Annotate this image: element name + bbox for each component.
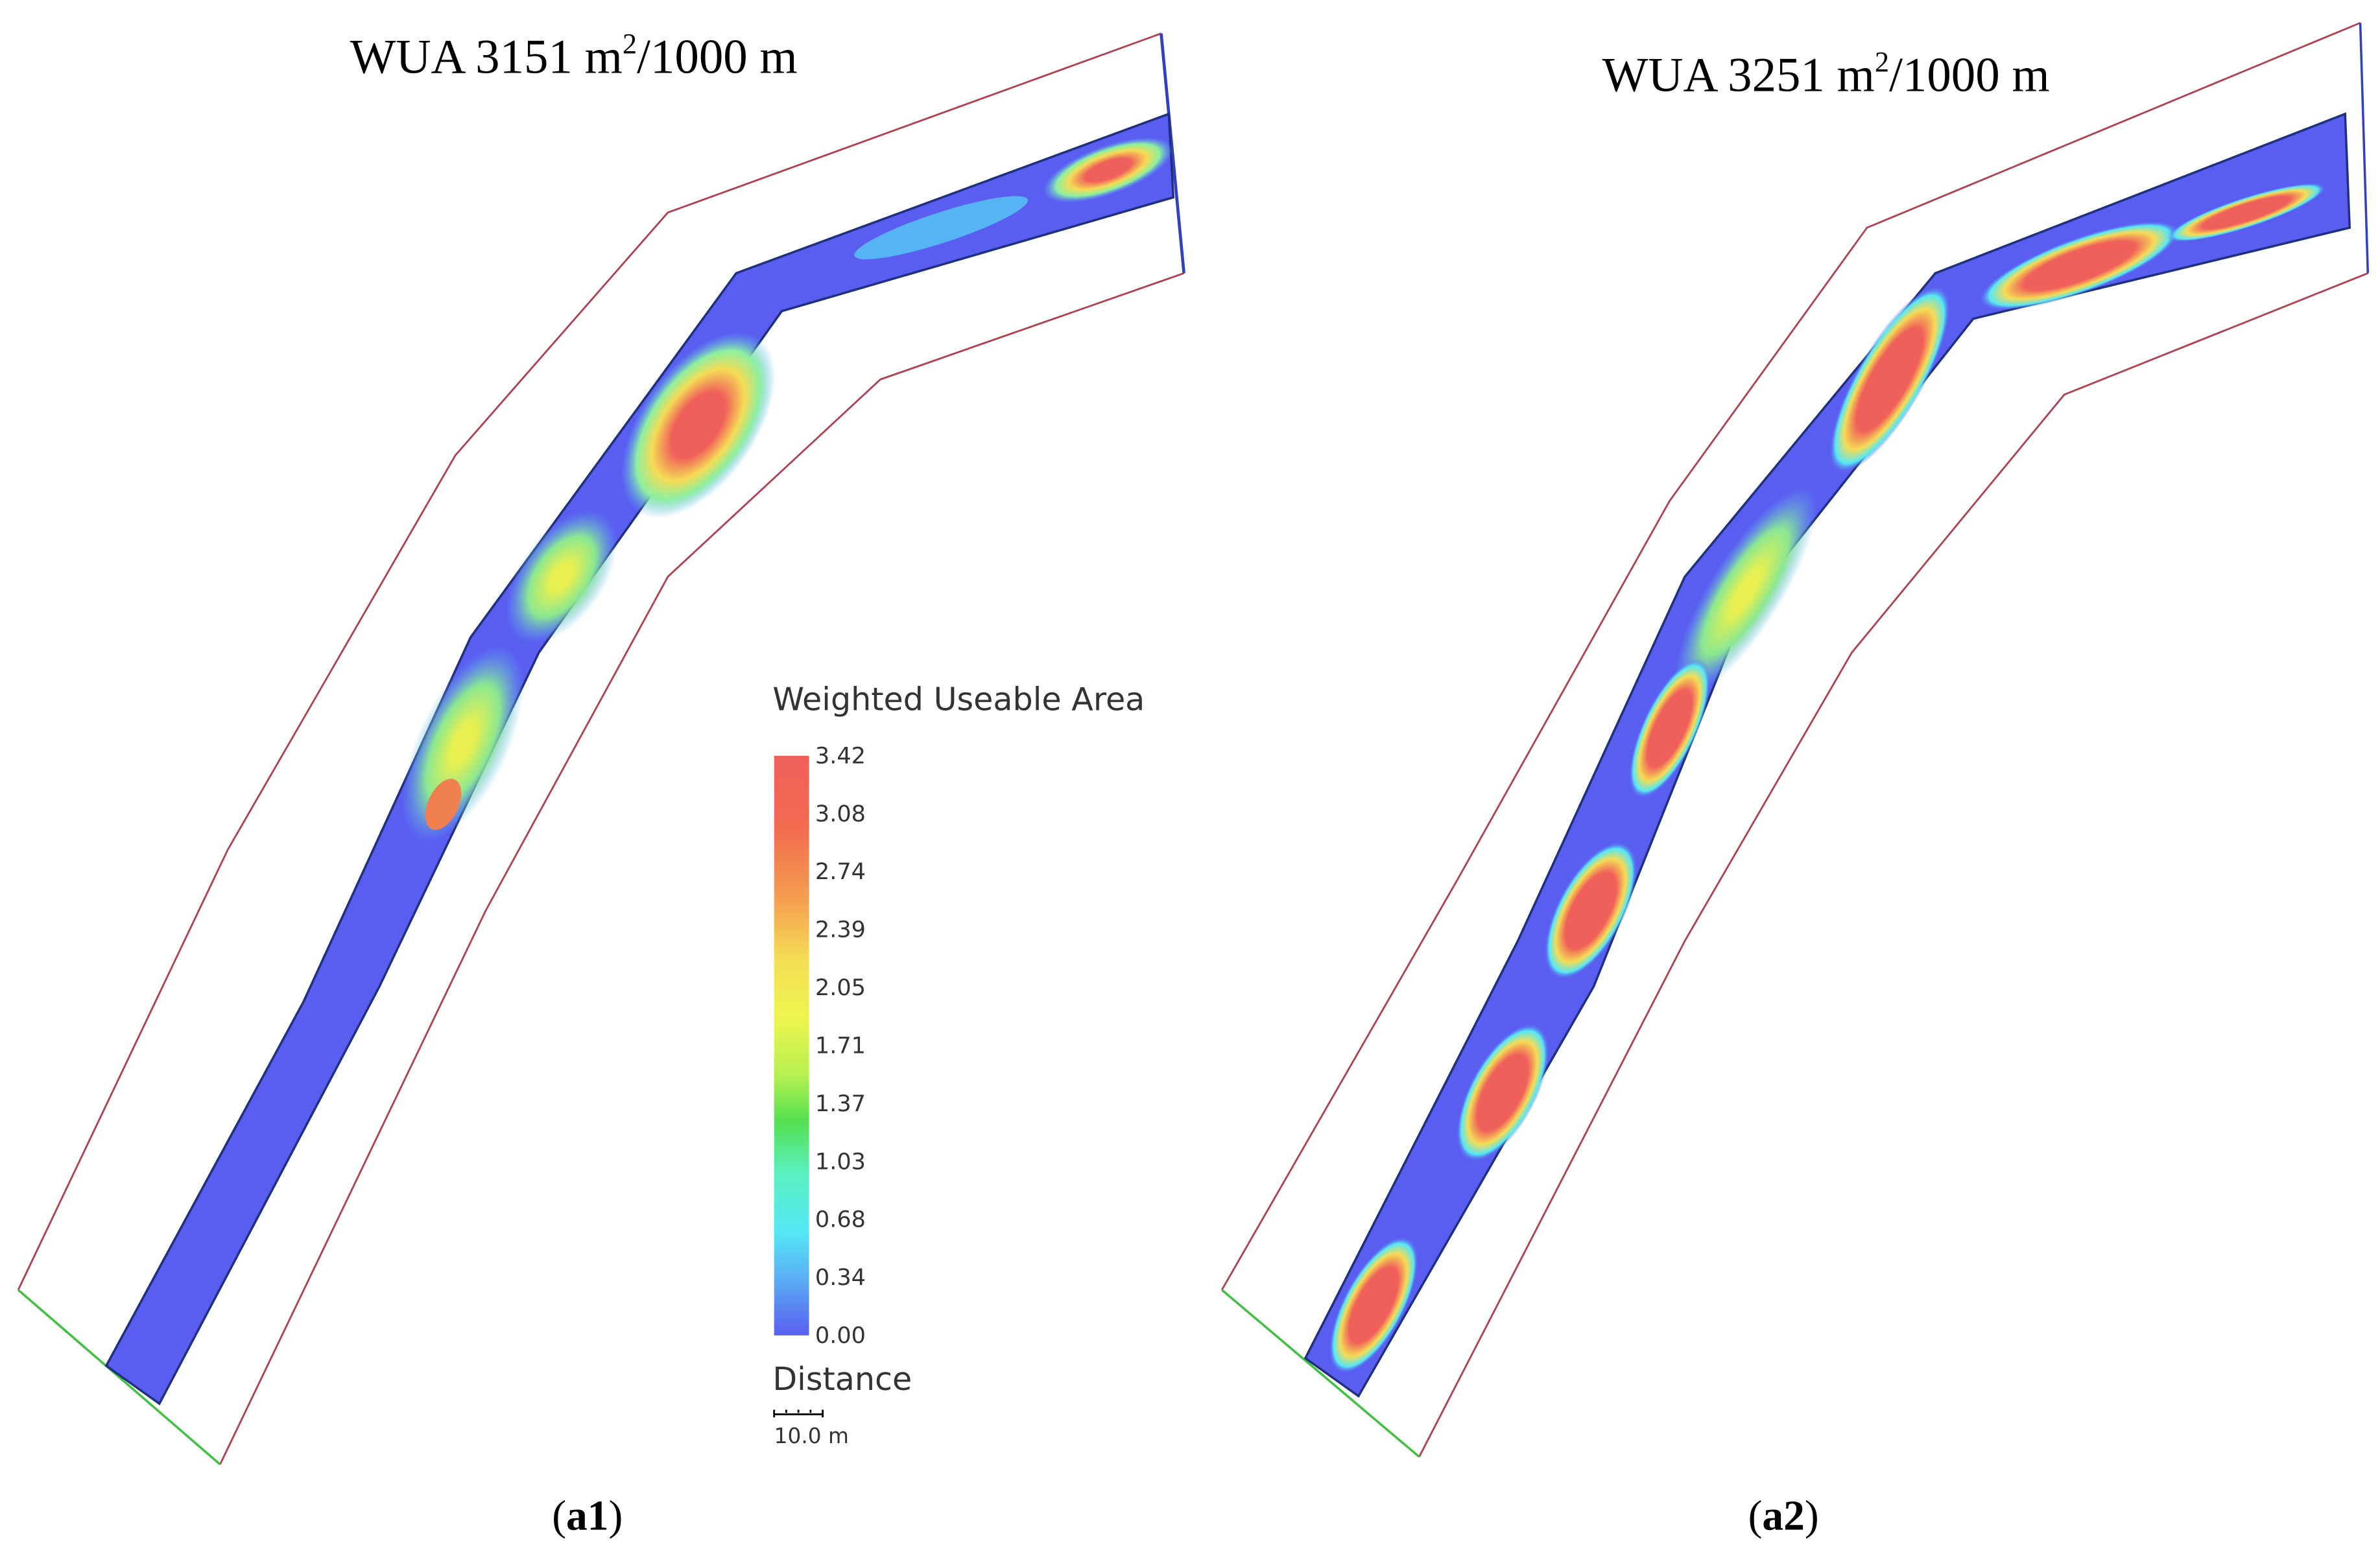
legend-tick-label: 1.03 bbox=[815, 1148, 866, 1175]
title-main: WUA 3151 m bbox=[350, 30, 623, 84]
legend-tick-label: 0.00 bbox=[815, 1323, 866, 1349]
habitat-zone bbox=[1674, 487, 1817, 697]
habitat-zone bbox=[1979, 221, 2180, 311]
channel bbox=[1303, 112, 2351, 1398]
legend-tick-label: 0.68 bbox=[815, 1207, 866, 1233]
distance-title: Distance bbox=[772, 1360, 912, 1398]
habitat-zone bbox=[1629, 659, 1711, 799]
legend-title: Weighted Useable Area bbox=[772, 681, 1145, 718]
title-main: WUA 3251 m bbox=[1602, 49, 1875, 102]
legend-tick-label: 3.42 bbox=[815, 742, 866, 769]
boundary bbox=[17, 32, 1162, 1291]
panel-texts: WUA 3151 m2/1000 m(a1)WUA 3251 m2/1000 m… bbox=[350, 27, 2050, 1539]
label-open: ( bbox=[1748, 1492, 1763, 1539]
color-bar bbox=[774, 755, 809, 1336]
scale-label: 10.0 m bbox=[774, 1424, 849, 1448]
panel-label: (a2) bbox=[1748, 1492, 1819, 1539]
label-close: ) bbox=[1805, 1492, 1819, 1539]
title-sup: 2 bbox=[1875, 45, 1889, 78]
habitat-zone bbox=[1329, 1236, 1418, 1374]
label-id: a2 bbox=[1762, 1492, 1805, 1539]
map-a2 bbox=[1220, 21, 2370, 1458]
legend-tick-label: 2.39 bbox=[815, 917, 866, 943]
habitat-zone bbox=[1544, 842, 1637, 980]
boundary bbox=[17, 1289, 221, 1466]
label-id: a1 bbox=[566, 1492, 609, 1539]
title-sup: 2 bbox=[623, 27, 637, 60]
legend-tick-label: 2.05 bbox=[815, 974, 866, 1001]
legend-tick-label: 0.34 bbox=[815, 1264, 866, 1291]
boundary bbox=[1221, 1289, 1420, 1458]
boundary bbox=[1418, 272, 2368, 1457]
habitat-zone bbox=[425, 779, 462, 830]
legend-ticks: 3.42 3.08 2.74 2.39 2.05 1.71 1.37 1.03 0.68 0.34… bbox=[815, 742, 866, 1348]
scale-bar bbox=[773, 1409, 824, 1418]
panel-title: WUA 3151 m2/1000 m bbox=[350, 27, 798, 84]
label-open: ( bbox=[552, 1492, 566, 1539]
boundary bbox=[1160, 33, 1185, 274]
legend-tick-label: 1.37 bbox=[815, 1090, 866, 1117]
legend: Weighted Useable Area 3.42 3.08 2.74 2.39 2.… bbox=[772, 681, 1145, 1448]
map-a1 bbox=[17, 32, 1185, 1466]
habitat-zone bbox=[854, 196, 1028, 259]
boundary bbox=[219, 272, 1185, 1465]
panel-title: WUA 3251 m2/1000 m bbox=[1602, 45, 2050, 102]
title-rest: /1000 m bbox=[637, 30, 798, 84]
habitat-zone bbox=[621, 331, 776, 519]
panel-label: (a1) bbox=[552, 1492, 623, 1539]
boundary bbox=[1220, 21, 2361, 1291]
habitat-zone bbox=[506, 510, 617, 644]
title-rest: /1000 m bbox=[1889, 49, 2050, 102]
habitat-zone bbox=[1456, 1024, 1549, 1162]
legend-tick-label: 1.71 bbox=[815, 1032, 866, 1059]
legend-tick-label: 3.08 bbox=[815, 801, 866, 827]
habitat-zone bbox=[1043, 137, 1173, 203]
legend-tick-label: 2.74 bbox=[815, 858, 866, 885]
habitat-zone bbox=[2167, 183, 2326, 242]
boundary bbox=[2359, 23, 2370, 274]
label-close: ) bbox=[609, 1492, 623, 1539]
channel bbox=[104, 112, 1175, 1406]
habitat-zone bbox=[1829, 286, 1951, 473]
